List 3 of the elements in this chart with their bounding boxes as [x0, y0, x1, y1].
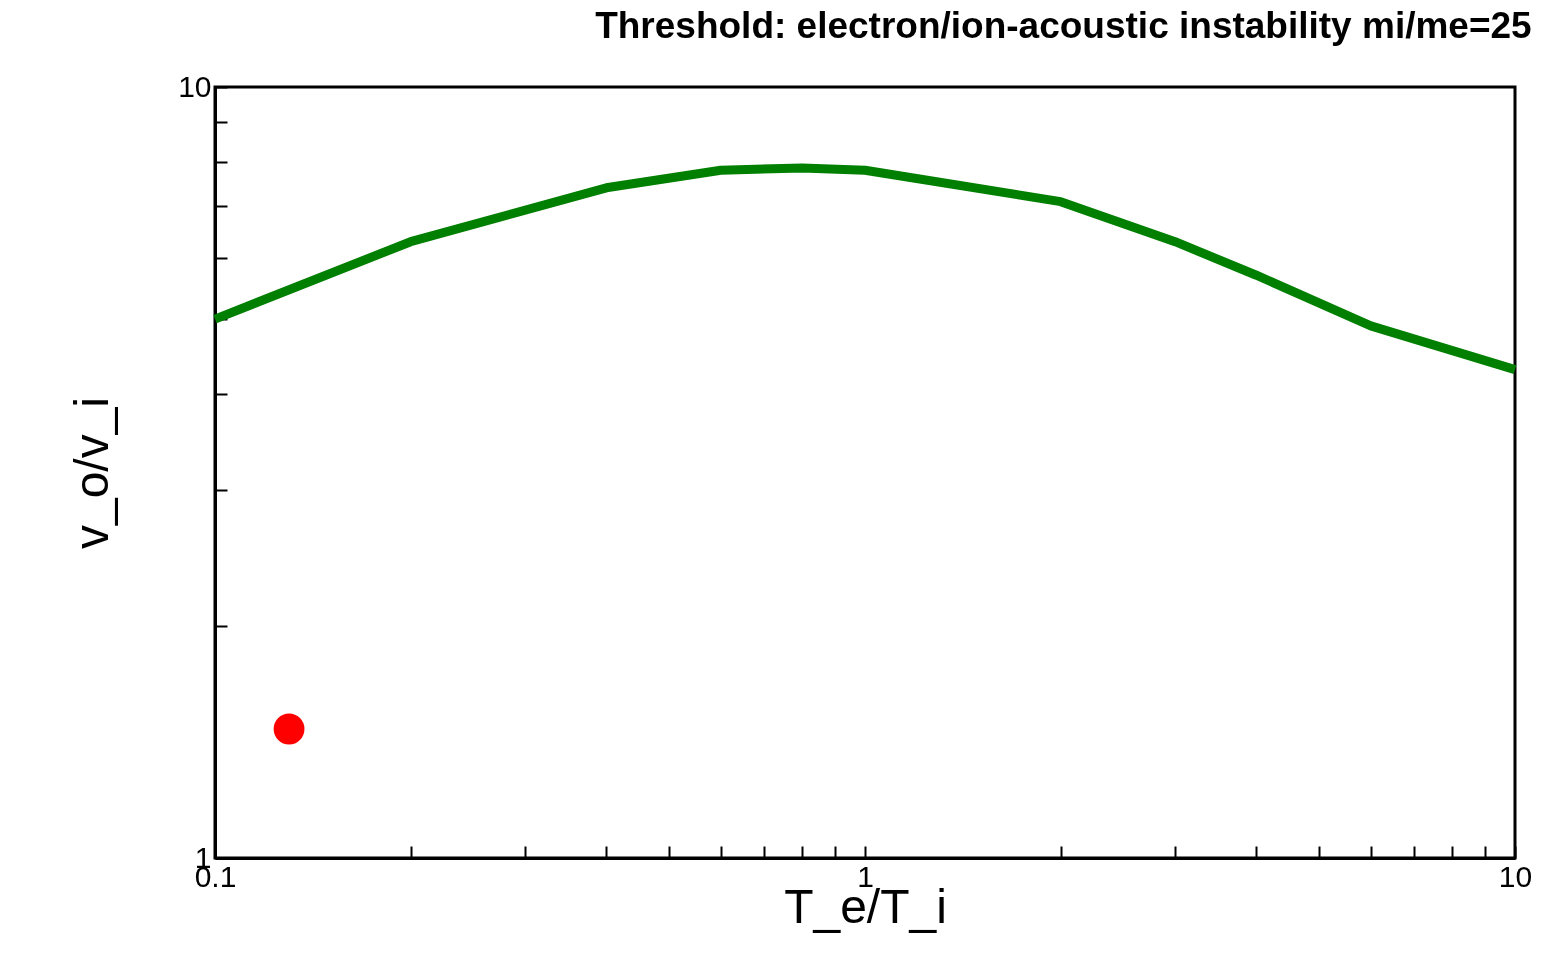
x-tick-label: 10	[1498, 859, 1533, 893]
chart-title: Threshold: electron/ion-acoustic instability mi/me=25	[595, 5, 1532, 46]
y-axis-title: v_o/v_i	[65, 396, 119, 550]
